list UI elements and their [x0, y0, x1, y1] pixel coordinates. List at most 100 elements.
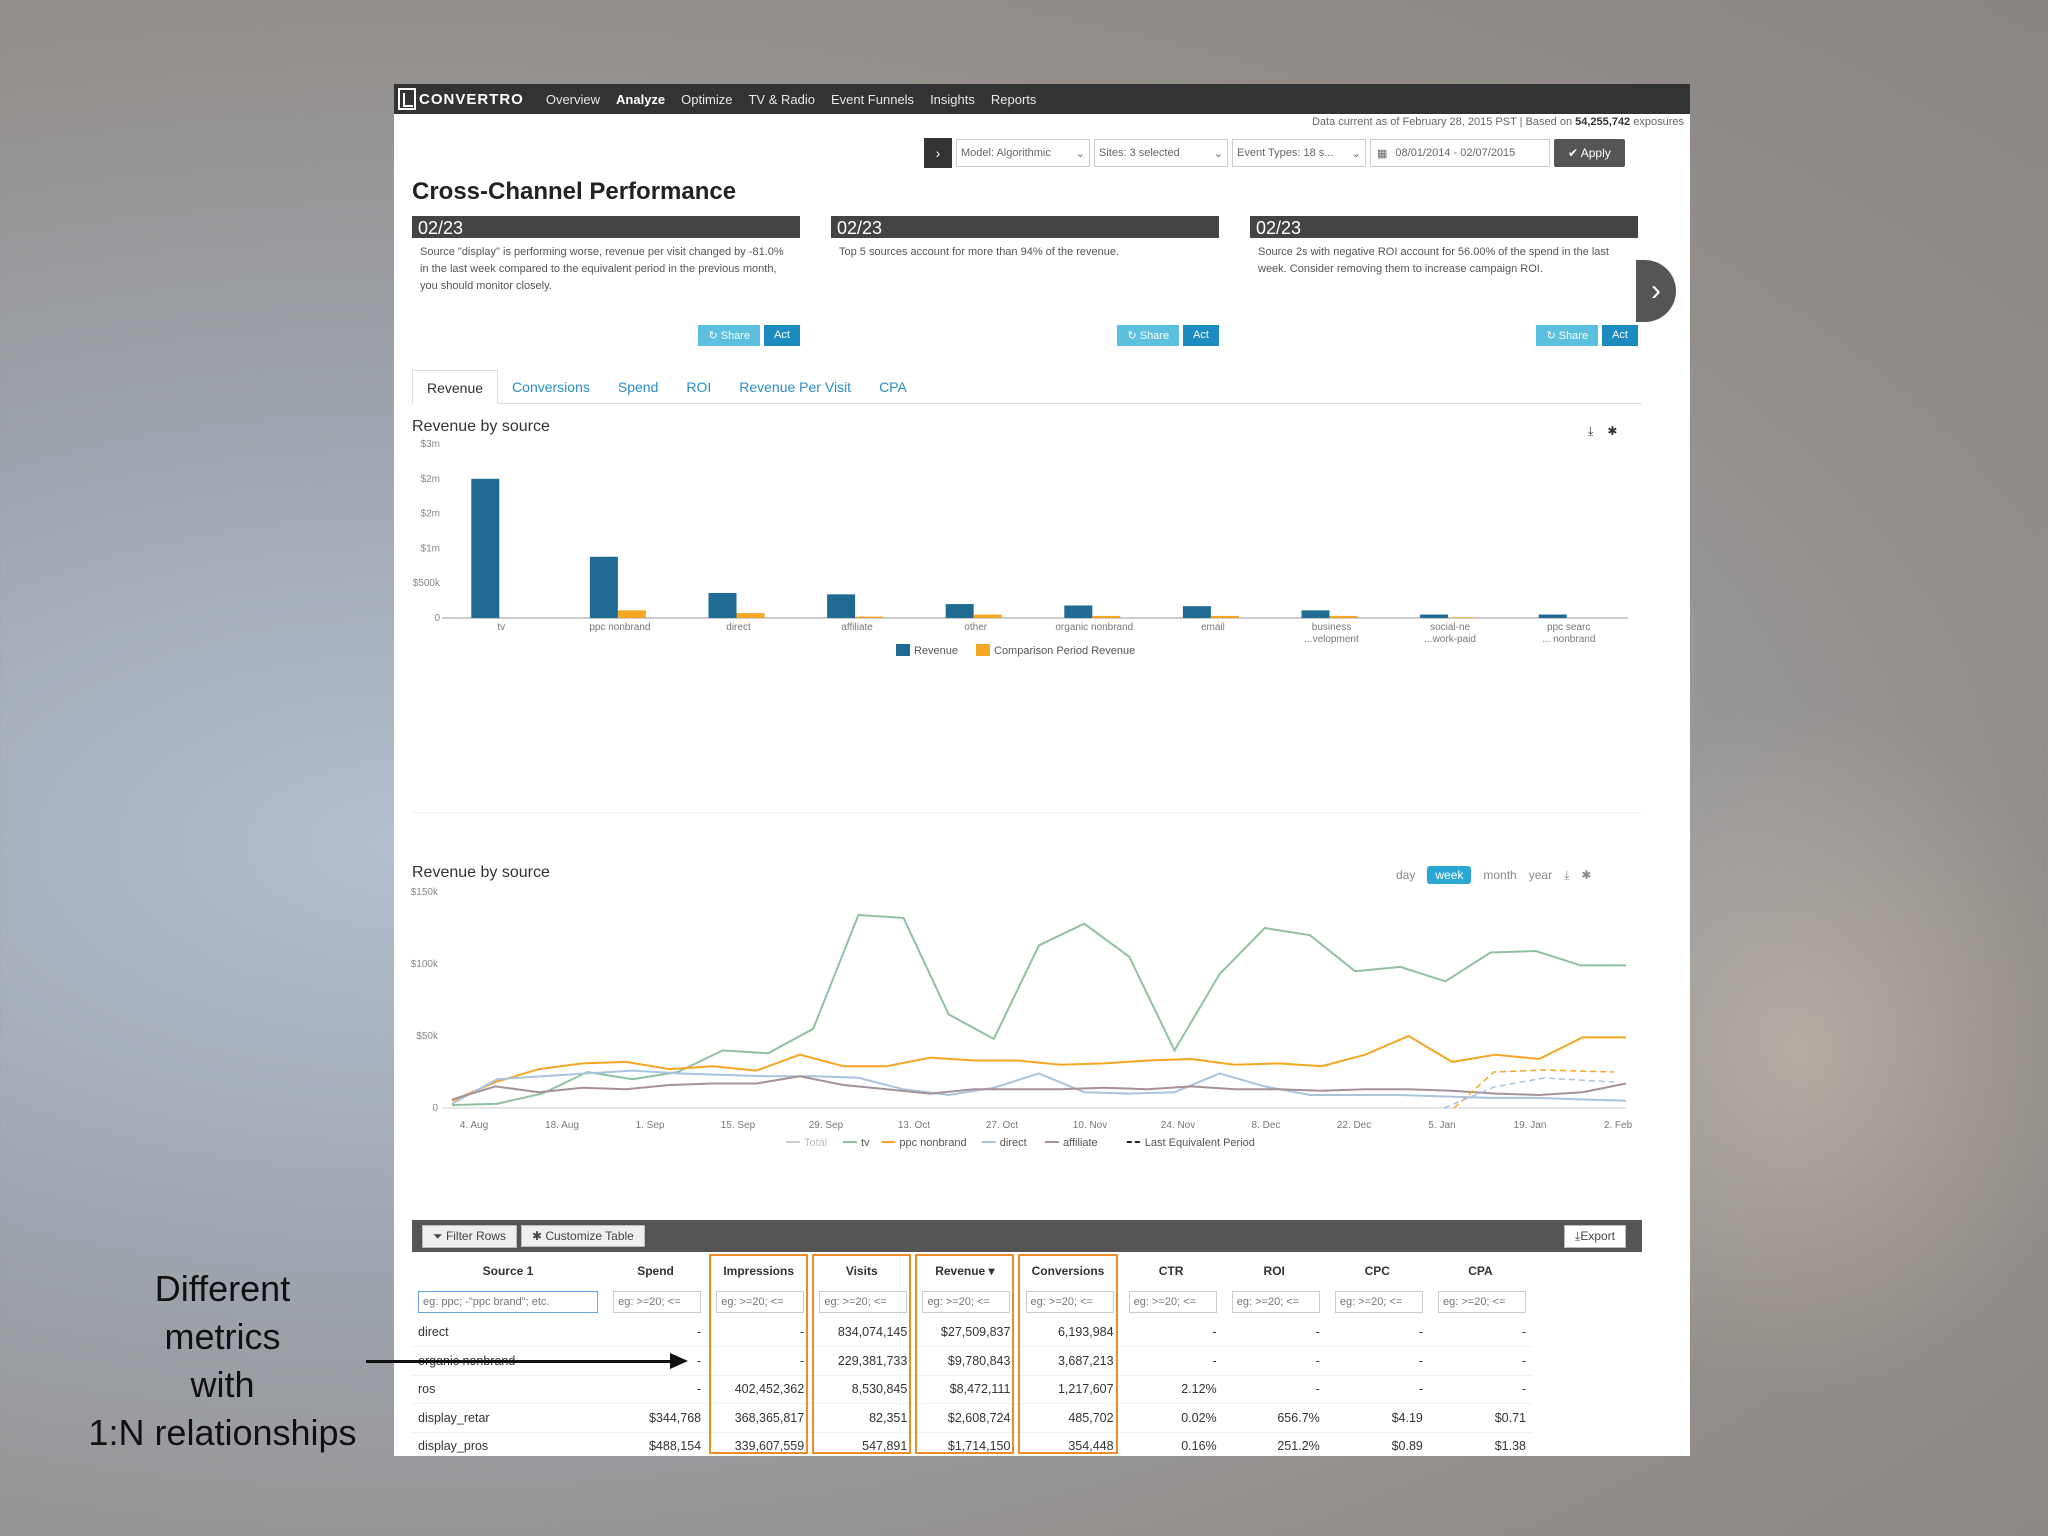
- download-icon[interactable]: ⤓: [1564, 867, 1570, 882]
- insight-card: 02/23 Source 2s with negative ROI accoun…: [1250, 216, 1638, 346]
- table-row[interactable]: display_pros $488,154 339,607,559 547,891 $1…: [412, 1432, 1532, 1456]
- period-month[interactable]: month: [1483, 868, 1517, 882]
- apply-button[interactable]: ✔ Apply: [1554, 139, 1625, 167]
- model-select[interactable]: Model: Algorithmic ⌄: [956, 139, 1090, 167]
- table-cell: -: [604, 1375, 708, 1404]
- convertro-logo[interactable]: CONVERTRO: [398, 88, 524, 110]
- roi-filter-input[interactable]: [1231, 1291, 1320, 1313]
- nav-overview[interactable]: Overview: [545, 91, 601, 107]
- table-cell: $344,768: [604, 1403, 708, 1433]
- table-row[interactable]: ros -402,452,362 8,530,845 $8,472,111 1,217,…: [412, 1375, 1532, 1404]
- next-insight-chevron-right-icon[interactable]: ›: [1636, 260, 1676, 322]
- ctr-filter-input[interactable]: [1128, 1291, 1217, 1313]
- column-header-revenue[interactable]: Revenue ▾: [913, 1256, 1016, 1286]
- table-cell: -: [1222, 1346, 1326, 1376]
- column-header-visits[interactable]: Visits: [845, 1264, 878, 1278]
- x-tick-label: 24. Nov: [1161, 1120, 1195, 1131]
- sites-select[interactable]: Sites: 3 selected ⌄: [1094, 139, 1228, 167]
- y-tick-label: 0: [434, 613, 440, 624]
- column-highlight-box: [1018, 1254, 1118, 1454]
- share-button[interactable]: ↻ Share: [1536, 325, 1599, 346]
- table-row[interactable]: organic nonbrand--229,381,733$9,780,8433…: [412, 1346, 1532, 1376]
- nav-reports[interactable]: Reports: [990, 91, 1037, 107]
- column-header-cpc[interactable]: CPC: [1364, 1264, 1390, 1278]
- cpc-filter-input[interactable]: [1334, 1291, 1423, 1313]
- exposure-count: 54,255,742: [1575, 116, 1631, 128]
- event-types-select-value: Event Types: 18 s...: [1237, 147, 1334, 159]
- period-day[interactable]: day: [1396, 868, 1416, 882]
- series-line-affiliate: [451, 1075, 1627, 1101]
- revenue-filter-input[interactable]: [922, 1291, 1011, 1313]
- column-header-roi[interactable]: ROI: [1263, 1264, 1285, 1278]
- gear-icon[interactable]: ✱: [1607, 424, 1618, 438]
- x-tick-label: business: [1312, 622, 1351, 633]
- table-cell: 656.7%: [1222, 1403, 1326, 1433]
- share-button[interactable]: ↻ Share: [1117, 325, 1180, 346]
- y-tick-label: $500k: [413, 578, 441, 589]
- cpa-filter-input[interactable]: [1438, 1291, 1526, 1313]
- filter-icon: ⏷: [433, 1228, 446, 1243]
- act-button[interactable]: Act: [764, 325, 800, 346]
- gear-icon[interactable]: ✱: [1581, 868, 1592, 882]
- table-cell: 402,452,362: [707, 1375, 811, 1404]
- event-types-select[interactable]: Event Types: 18 s... ⌄: [1232, 139, 1366, 167]
- spend-filter-input[interactable]: [613, 1291, 702, 1313]
- period-year[interactable]: year: [1528, 868, 1553, 882]
- act-button[interactable]: Act: [1183, 325, 1219, 346]
- revenue-bar: [589, 556, 618, 618]
- tab-revenue[interactable]: Revenue: [412, 370, 499, 404]
- table-cell: -: [1119, 1318, 1223, 1347]
- legend-swatch-comparison: [976, 644, 990, 656]
- source-filter-input[interactable]: [418, 1291, 598, 1313]
- page-title: Cross-Channel Performance: [412, 178, 737, 205]
- table-cell: -: [707, 1346, 811, 1376]
- x-tick-label: affiliate: [841, 622, 873, 633]
- share-button[interactable]: ↻ Share: [698, 325, 761, 346]
- tab-roi[interactable]: ROI: [686, 379, 712, 395]
- export-button[interactable]: ⤓Export: [1564, 1225, 1626, 1248]
- tab-conversions[interactable]: Conversions: [512, 379, 590, 395]
- y-tick-label: $2m: [421, 474, 440, 485]
- nav-analyze[interactable]: Analyze: [616, 91, 666, 107]
- last-period-dashed-line: [1453, 1069, 1615, 1109]
- legend-label: Total: [804, 1137, 827, 1149]
- impressions-filter-input[interactable]: [716, 1291, 805, 1313]
- x-tick-label: 27. Oct: [986, 1120, 1018, 1131]
- download-icon[interactable]: ⤓: [1588, 424, 1594, 438]
- nav-optimize[interactable]: Optimize: [681, 91, 733, 107]
- customize-table-button[interactable]: ✱ Customize Table: [520, 1225, 645, 1247]
- series-line-direct: [451, 1069, 1627, 1105]
- visits-filter-input[interactable]: [819, 1291, 908, 1313]
- tab-cpa[interactable]: CPA: [879, 379, 907, 395]
- column-header-ctr[interactable]: CTR: [1158, 1264, 1184, 1278]
- column-header-source[interactable]: Source 1: [482, 1264, 534, 1278]
- date-range-picker[interactable]: ▦ 08/01/2014 - 02/07/2015: [1370, 139, 1550, 167]
- table-cell: direct: [412, 1318, 604, 1347]
- revenue-bar: [471, 478, 500, 618]
- x-tick-label: ppc nonbrand: [589, 622, 650, 633]
- x-tick-label: 18. Aug: [545, 1120, 579, 1131]
- nav-tv-radio[interactable]: TV & Radio: [748, 91, 815, 107]
- column-header-cpa[interactable]: CPA: [1468, 1264, 1493, 1278]
- column-header-impressions[interactable]: Impressions: [723, 1264, 795, 1278]
- tab-revenue-per-visit[interactable]: Revenue Per Visit: [739, 379, 852, 395]
- table-cell: 6,193,984: [1016, 1318, 1120, 1347]
- period-week[interactable]: week: [1427, 866, 1472, 884]
- conversions-filter-input[interactable]: [1025, 1291, 1114, 1313]
- filter-toggle-chevron-right-icon[interactable]: ›: [924, 138, 952, 168]
- column-highlight-box: [915, 1254, 1015, 1454]
- x-tick-label: 29. Sep: [809, 1120, 844, 1131]
- column-header-spend[interactable]: Spend: [637, 1264, 674, 1278]
- revenue-bar: [1420, 614, 1449, 618]
- table-row[interactable]: display_retar $344,768 368,365,817 82,351 $2…: [412, 1403, 1532, 1433]
- filter-rows-button[interactable]: ⏷ Filter Rows: [422, 1224, 517, 1248]
- act-button[interactable]: Act: [1602, 325, 1638, 346]
- tab-spend[interactable]: Spend: [617, 379, 659, 395]
- table-header-row: Source 1 Spend Impressions Visits Revenu…: [412, 1256, 1532, 1286]
- legend-label: affiliate: [1063, 1137, 1098, 1149]
- column-header-conversions[interactable]: Conversions: [1031, 1264, 1105, 1278]
- comparison-bar: [973, 614, 1002, 618]
- table-row[interactable]: direct - -834,074,145 $27,509,837 6,193,984-…: [412, 1318, 1532, 1347]
- nav-insights[interactable]: Insights: [930, 91, 975, 107]
- nav-event-funnels[interactable]: Event Funnels: [830, 91, 915, 107]
